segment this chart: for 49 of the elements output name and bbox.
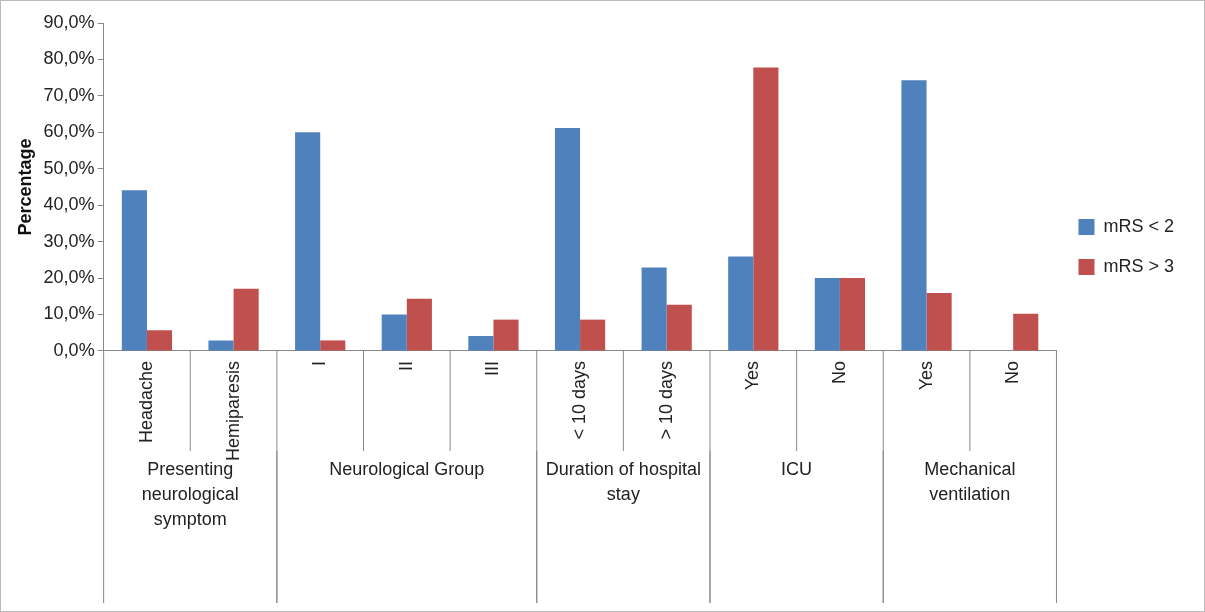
- legend-label: mRS > 3: [1103, 255, 1175, 276]
- x-tick-label: > 10 days: [655, 360, 676, 440]
- bar: [554, 127, 581, 351]
- bar: [580, 319, 606, 351]
- y-tick-label: 60,0%: [43, 121, 95, 142]
- y-tick-label: 70,0%: [43, 84, 95, 105]
- bar: [753, 67, 779, 351]
- bar: [295, 132, 321, 351]
- x-tick-label: Hemiparesis: [222, 360, 243, 461]
- x-tick-label: No: [1002, 360, 1023, 384]
- x-tick-label: No: [828, 360, 849, 384]
- x-tick-label: < 10 days: [569, 360, 590, 440]
- y-tick-label: 40,0%: [43, 194, 95, 215]
- bar: [926, 293, 952, 351]
- y-tick-label: 0,0%: [53, 339, 95, 360]
- y-tick-label: 50,0%: [43, 157, 95, 178]
- x-tick-label: I: [309, 360, 330, 366]
- x-tick-label: II: [395, 360, 416, 371]
- bar: [641, 267, 667, 351]
- bar: [381, 314, 407, 351]
- bar: [121, 190, 147, 351]
- bar: [901, 80, 927, 351]
- bar: [493, 319, 519, 351]
- legend-label: mRS < 2: [1103, 215, 1175, 236]
- x-tick-label: Yes: [915, 360, 936, 391]
- bar: [320, 340, 346, 351]
- text: Mechanical ventilation: [924, 458, 1016, 504]
- text: Duration of hospital stay: [545, 458, 701, 504]
- bar: [146, 330, 173, 351]
- bar: [468, 336, 494, 351]
- bar: [233, 288, 259, 351]
- y-tick-label: 20,0%: [43, 267, 95, 288]
- bar: [208, 340, 234, 351]
- x-tick-label: III: [482, 360, 503, 376]
- text: ICU: [781, 458, 813, 479]
- x-tick-label: Headache: [135, 360, 156, 444]
- text: Neurological Group: [329, 458, 485, 479]
- bar: [728, 256, 754, 351]
- y-axis-title: Percentage: [14, 138, 35, 236]
- bar: [666, 304, 692, 351]
- bar: [1013, 313, 1039, 351]
- bar: [814, 278, 840, 351]
- bar: [406, 298, 432, 351]
- y-tick-label: 10,0%: [43, 303, 95, 324]
- x-tick-label: Yes: [742, 360, 763, 391]
- y-tick-label: 80,0%: [43, 48, 95, 69]
- y-tick-label: 30,0%: [43, 230, 95, 251]
- bar: [839, 278, 866, 351]
- y-tick-label: 90,0%: [43, 11, 95, 32]
